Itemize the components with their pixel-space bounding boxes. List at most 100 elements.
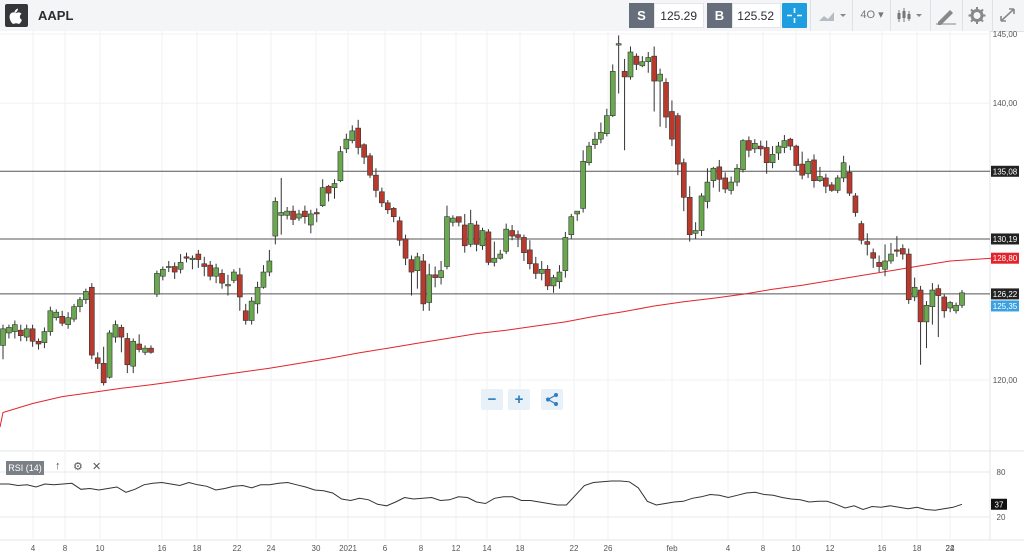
sell-price[interactable]: 125.29 bbox=[654, 3, 704, 28]
toolbar-divider bbox=[930, 0, 931, 31]
candle-body bbox=[361, 144, 367, 158]
candle-body bbox=[402, 238, 409, 259]
period-button[interactable]: 4O ▾ bbox=[855, 3, 889, 28]
candle-body bbox=[864, 241, 871, 245]
candle-body bbox=[29, 328, 36, 342]
crosshair-button[interactable] bbox=[782, 3, 807, 28]
candle-body bbox=[83, 291, 89, 301]
candle-body bbox=[154, 273, 160, 295]
candle-body bbox=[142, 347, 148, 353]
rsi-move-up-icon[interactable]: ↑ bbox=[55, 460, 61, 472]
area-chart-icon bbox=[819, 12, 846, 21]
x-tick-label: 8 bbox=[63, 544, 68, 553]
candle-body bbox=[550, 277, 557, 287]
candle-body bbox=[722, 177, 729, 190]
share-button[interactable] bbox=[541, 389, 563, 410]
candle-body bbox=[574, 210, 581, 215]
candle-body bbox=[432, 274, 438, 278]
candle-body bbox=[17, 329, 24, 337]
chart-type-button[interactable] bbox=[816, 3, 850, 28]
settings-button[interactable] bbox=[964, 3, 990, 28]
candle-body bbox=[888, 253, 894, 262]
candle-body bbox=[373, 174, 379, 191]
candle-body bbox=[953, 304, 959, 312]
candle-body bbox=[799, 163, 805, 176]
candle-body bbox=[704, 181, 711, 202]
candle-body bbox=[740, 140, 746, 170]
candle-body bbox=[900, 248, 906, 255]
candle-body bbox=[503, 228, 509, 252]
candle-body bbox=[225, 284, 231, 287]
candle-body bbox=[165, 266, 172, 268]
x-tick-label: 14 bbox=[483, 544, 492, 553]
rsi-level-label: 80 bbox=[997, 468, 1006, 477]
candle-body bbox=[568, 216, 575, 235]
draw-tool-button[interactable] bbox=[932, 3, 960, 28]
price-level-label: 130,19 bbox=[993, 235, 1018, 244]
zoom-out-button[interactable]: − bbox=[481, 389, 503, 410]
rsi-close-icon[interactable]: ✕ bbox=[92, 461, 102, 473]
x-tick-label: 12 bbox=[826, 544, 835, 553]
candle-body bbox=[266, 260, 273, 273]
candle-body bbox=[538, 268, 545, 274]
candle-body bbox=[313, 212, 320, 215]
x-tick-label: 22 bbox=[946, 544, 955, 553]
candle-body bbox=[497, 253, 504, 259]
candle-body bbox=[604, 115, 610, 134]
candle-body bbox=[509, 230, 515, 237]
candle-body bbox=[308, 213, 314, 226]
rsi-settings-icon[interactable]: ⚙ bbox=[73, 461, 83, 473]
candle-body bbox=[781, 140, 788, 148]
candle-body bbox=[923, 304, 930, 323]
sell-button[interactable]: S bbox=[629, 3, 654, 28]
price-tick-label: 120,00 bbox=[993, 376, 1018, 385]
price-level-label: 126,22 bbox=[993, 290, 1018, 299]
fullscreen-button[interactable] bbox=[994, 3, 1022, 28]
ma-value-label: 128,80 bbox=[993, 254, 1018, 263]
candlestick-icon bbox=[897, 8, 922, 22]
candles-button[interactable] bbox=[894, 3, 928, 28]
candle-body bbox=[894, 249, 900, 252]
candle-body bbox=[35, 340, 42, 345]
candle-body bbox=[53, 311, 60, 319]
rsi-value-badge bbox=[991, 498, 1007, 510]
candle-body bbox=[935, 288, 942, 296]
candle-body bbox=[870, 252, 877, 259]
candle-body bbox=[828, 184, 835, 191]
x-tick-label: 8 bbox=[761, 544, 766, 553]
candle-body bbox=[544, 268, 551, 287]
candle-body bbox=[450, 217, 456, 223]
candle-body bbox=[379, 191, 385, 204]
buy-button[interactable]: B bbox=[707, 3, 732, 28]
candle-body bbox=[675, 115, 681, 165]
candle-body bbox=[929, 289, 936, 307]
buy-price[interactable]: 125.52 bbox=[732, 3, 781, 28]
candle-body bbox=[680, 162, 687, 198]
candle-body bbox=[941, 296, 948, 312]
toolbar-divider bbox=[992, 0, 993, 31]
candle-body bbox=[390, 208, 397, 217]
candle-body bbox=[47, 310, 54, 332]
x-tick-label: 22 bbox=[570, 544, 579, 553]
moving-average-line bbox=[0, 257, 992, 428]
plot-area bbox=[0, 31, 990, 451]
candle-body bbox=[491, 257, 498, 263]
candle-body bbox=[414, 256, 421, 271]
candle-body bbox=[343, 138, 350, 150]
ma-value-badge bbox=[991, 252, 1019, 264]
candle-body bbox=[521, 237, 527, 253]
rsi-level-label: 20 bbox=[997, 513, 1006, 522]
candle-body bbox=[349, 130, 356, 141]
zoom-in-button[interactable]: + bbox=[508, 389, 530, 410]
candle-body bbox=[645, 57, 652, 62]
x-tick-label: 10 bbox=[96, 544, 105, 553]
x-tick-label: 16 bbox=[878, 544, 887, 553]
expand-icon bbox=[1000, 8, 1015, 22]
rsi-indicator-label[interactable]: RSI (14) bbox=[6, 461, 44, 475]
candle-body bbox=[71, 306, 77, 320]
x-tick-label: 26 bbox=[604, 544, 613, 553]
candle-body bbox=[710, 167, 717, 182]
candle-body bbox=[592, 138, 598, 146]
x-tick-label: 4 bbox=[31, 544, 36, 553]
